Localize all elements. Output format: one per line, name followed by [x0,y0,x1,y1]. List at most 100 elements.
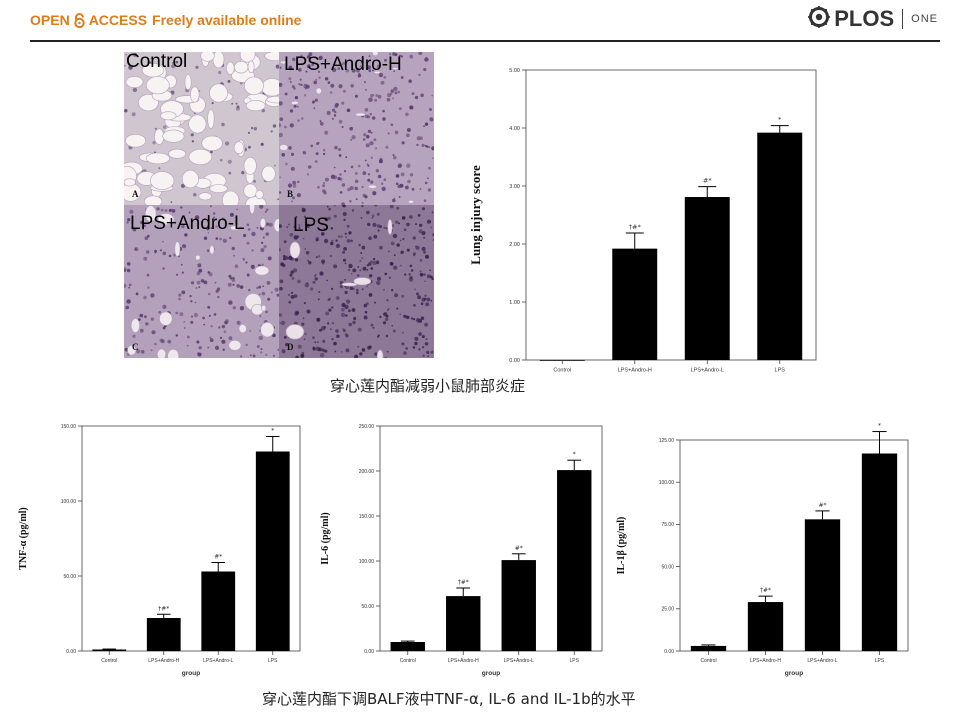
bar [684,197,730,360]
tissue-nucleus [188,211,191,214]
tissue-nucleus [354,354,359,358]
tissue-nucleus [401,294,405,298]
tissue-nucleus [398,54,402,57]
tissue-nucleus [385,317,389,322]
tissue-nucleus [323,182,325,184]
tissue-nucleus [423,250,426,254]
histology-panel-andro-l: LPS+Andro-L C [124,205,279,358]
tissue-nucleus [357,327,362,332]
tissue-nucleus [263,245,267,249]
alveolar-space [290,100,299,105]
tissue-nucleus [189,294,192,298]
tissue-nucleus [124,267,127,272]
tissue-nucleus [317,65,320,68]
significance-label: * [878,423,881,430]
y-tick-label: 0.00 [509,358,520,364]
tissue-nucleus [399,183,404,188]
alveolar-space [198,192,212,201]
tissue-nucleus [344,279,346,281]
tissue-nucleus [262,236,265,239]
tissue-nucleus [370,156,373,159]
tissue-nucleus [143,224,146,227]
tissue-nucleus [322,189,326,193]
tissue-nucleus [215,237,219,240]
x-tick-label: LPS+Andro-H [148,658,179,664]
y-tick-label: 0.00 [66,649,76,655]
alveolar-space [408,200,414,204]
tissue-nucleus [364,88,367,91]
tissue-nucleus [171,64,176,69]
tissue-nucleus [359,65,362,68]
tissue-nucleus [357,74,362,78]
tissue-nucleus [345,236,347,238]
tissue-nucleus [315,152,319,156]
bar [92,649,127,651]
tissue-nucleus [376,224,381,228]
tissue-nucleus [162,267,165,270]
alveolar-space [207,109,215,129]
tissue-nucleus [195,65,199,69]
alveolar-space [261,304,267,312]
tissue-nucleus [332,322,334,325]
tissue-nucleus [236,105,240,109]
tissue-nucleus [128,286,130,289]
tissue-nucleus [292,57,296,62]
tissue-nucleus [235,102,238,105]
tissue-nucleus [256,286,259,290]
significance-label: #* [214,554,222,561]
tissue-nucleus [405,112,409,117]
tissue-nucleus [326,205,329,208]
tissue-nucleus [390,241,395,246]
tissue-nucleus [126,221,129,224]
bar [690,645,727,651]
tissue-nucleus [126,268,131,273]
histology-letter-d: D [287,342,294,352]
tissue-nucleus [145,322,149,326]
tissue-nucleus [245,343,248,347]
tissue-nucleus [190,315,194,318]
plot-frame [679,439,909,652]
tissue-nucleus [425,254,429,259]
tissue-nucleus [202,316,205,320]
x-tick-label: LPS [268,658,278,664]
tissue-nucleus [236,284,240,288]
x-tick-label: Control [700,658,716,664]
tissue-nucleus [370,267,374,270]
tissue-nucleus [426,219,432,224]
tissue-nucleus [300,83,303,86]
tissue-nucleus [416,292,419,296]
tissue-nucleus [428,146,431,149]
tissue-nucleus [175,334,178,337]
tissue-nucleus [267,297,271,301]
tissue-nucleus [426,145,429,148]
tissue-nucleus [341,183,346,187]
tissue-nucleus [295,355,299,358]
tissue-nucleus [214,345,220,350]
tissue-nucleus [344,170,347,173]
tissue-nucleus [132,334,136,338]
tissue-nucleus [366,285,368,288]
alveolar-space [259,218,266,228]
tissue-nucleus [382,117,386,121]
tissue-nucleus [367,222,371,227]
x-tick-label: LPS+Andro-L [504,658,534,664]
tissue-nucleus [415,223,417,226]
tissue-nucleus [370,131,373,134]
y-tick-label: 3.00 [509,184,520,190]
tissue-nucleus [194,301,197,304]
alveolar-space [373,70,381,75]
alveolar-space [124,178,136,187]
tissue-nucleus [295,216,298,218]
tissue-nucleus [399,264,402,267]
tissue-nucleus [293,104,297,108]
tissue-nucleus [197,352,202,357]
tissue-nucleus [232,306,236,310]
tissue-nucleus [361,245,366,250]
tissue-nucleus [371,216,374,219]
tissue-nucleus [294,258,299,262]
tissue-nucleus [247,131,251,134]
tissue-nucleus [299,78,302,81]
alveolar-space [371,52,379,56]
tissue-nucleus [298,83,301,86]
tissue-nucleus [343,89,346,93]
